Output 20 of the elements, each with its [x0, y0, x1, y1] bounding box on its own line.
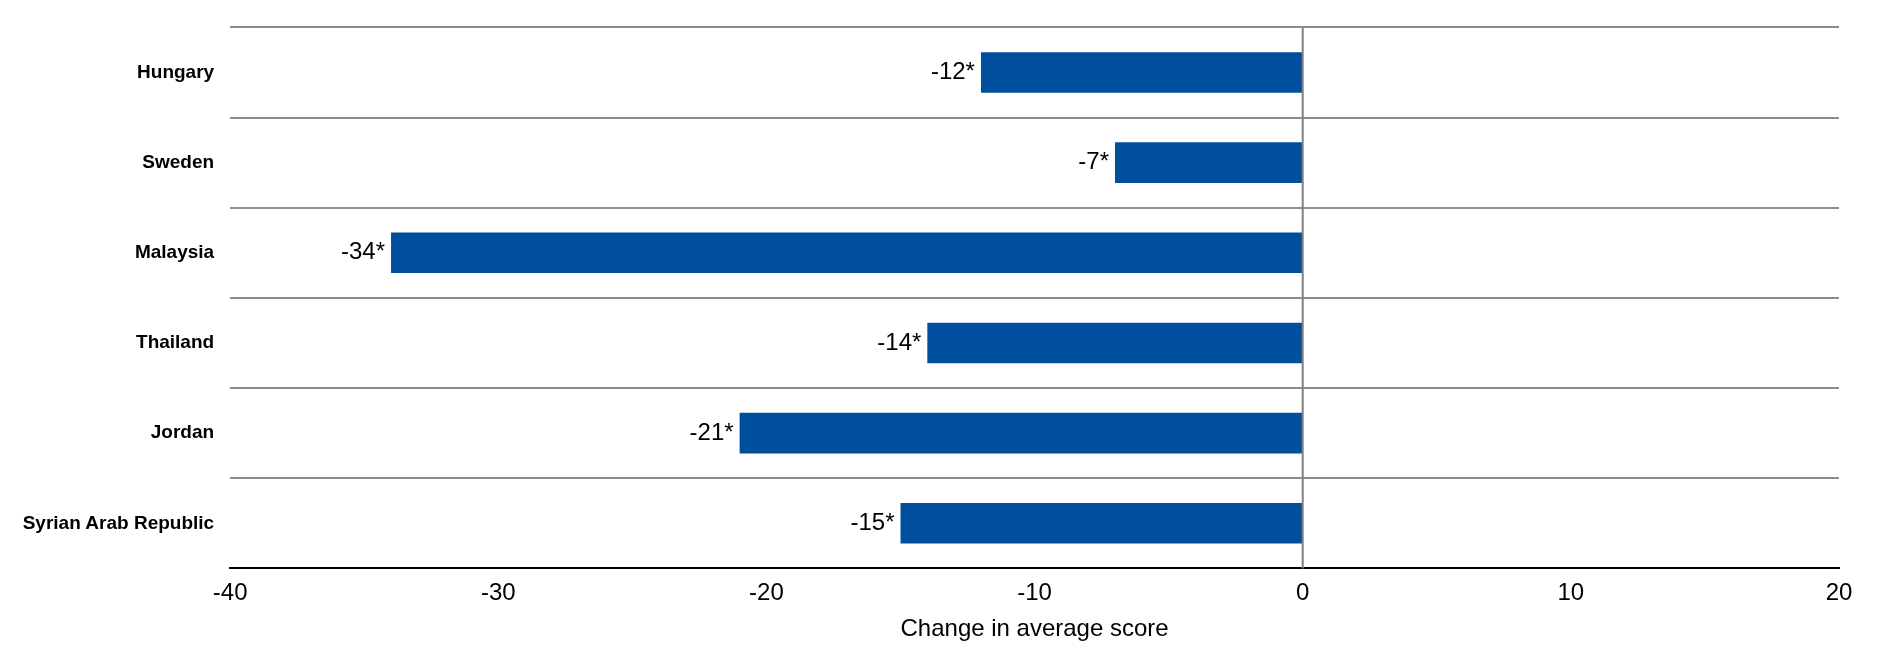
y-tick-label: Hungary	[137, 60, 215, 82]
x-tick-label: -20	[749, 578, 784, 606]
data-label: -12*	[930, 57, 975, 85]
data-label: -15*	[850, 507, 895, 535]
y-tick-label: Malaysia	[134, 241, 215, 263]
y-tick-label: Syrian Arab Republic	[22, 511, 215, 533]
y-tick-label: Thailand	[136, 331, 215, 353]
data-label: -34*	[341, 237, 386, 265]
y-tick-label: Jordan	[150, 421, 215, 443]
x-tick-label: 0	[1296, 578, 1310, 606]
x-tick-label: 10	[1557, 578, 1585, 606]
data-label: -21*	[689, 417, 734, 445]
y-tick-label: Sweden	[142, 150, 215, 172]
x-axis-title: Change in average score	[900, 614, 1169, 642]
data-label: -14*	[877, 327, 922, 355]
x-tick-label: -30	[480, 578, 516, 606]
x-tick-label: 20	[1825, 578, 1853, 606]
data-label: -7*	[1078, 147, 1110, 175]
x-tick-label: -10	[1017, 578, 1052, 606]
x-tick-label: -40	[212, 578, 248, 606]
